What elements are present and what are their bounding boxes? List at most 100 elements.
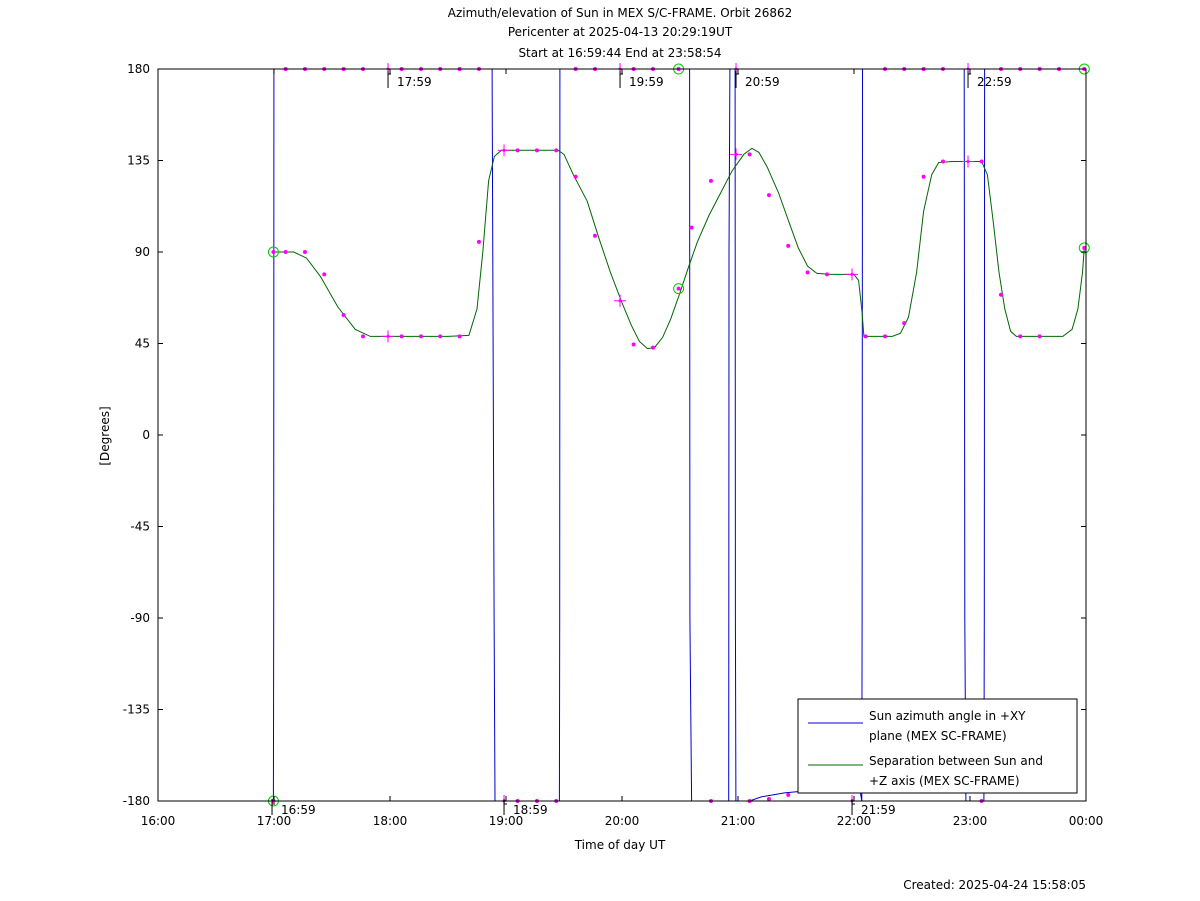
separation-point-marker xyxy=(399,334,404,339)
legend-label-azimuth-line-1: Sun azimuth angle in +XY xyxy=(869,709,1026,723)
y-tick-label: 90 xyxy=(135,245,150,259)
legend-box xyxy=(797,698,1078,794)
x-tick-label: 22:00 xyxy=(837,814,872,828)
separation-point-marker xyxy=(902,321,907,326)
title-line-3: Start at 16:59:44 End at 23:58:54 xyxy=(518,46,721,60)
marker-layer xyxy=(267,63,1090,807)
separation-point-marker xyxy=(360,334,365,339)
separation-point-marker xyxy=(998,292,1003,297)
legend: Sun azimuth angle in +XY plane (MEX SC-F… xyxy=(797,698,1078,794)
y-tick-label: 180 xyxy=(127,62,150,76)
separation-hour-cross-marker xyxy=(730,148,743,161)
separation-point-marker xyxy=(322,272,327,277)
separation-point-marker xyxy=(747,152,752,157)
hour-annotation: 16:59 xyxy=(271,799,316,817)
separation-point-marker xyxy=(418,334,423,339)
cross-center xyxy=(850,272,854,276)
separation-point-marker xyxy=(534,148,539,153)
legend-label-separation-line-1: Separation between Sun and xyxy=(869,754,1043,768)
hour-annotation-label: 18:59 xyxy=(513,803,548,817)
separation-point-marker xyxy=(863,334,868,339)
separation-hour-cross-marker xyxy=(614,294,627,307)
separation-point-marker xyxy=(1037,334,1042,339)
hour-annotation-label: 16:59 xyxy=(281,803,316,817)
circle-ring xyxy=(267,246,279,258)
y-axis: 180 135 90 45 0 -45 -90 -135 -180 xyxy=(123,62,1086,808)
y-tick-label: -135 xyxy=(123,703,150,717)
separation-circle-marker xyxy=(267,246,279,258)
y-tick-label: 135 xyxy=(127,154,150,168)
title-line-1: Azimuth/elevation of Sun in MEX S/C-FRAM… xyxy=(448,6,793,20)
hour-annotation: 20:59 xyxy=(735,71,780,89)
circle-ring xyxy=(673,283,685,295)
separation-circle-marker xyxy=(673,283,685,295)
separation-circle-marker xyxy=(1078,242,1090,254)
x-tick-label: 20:00 xyxy=(605,814,640,828)
hour-annotations: 16:59 17:59 18:59 19:59 20:59 21:59 22:59 xyxy=(271,71,1012,817)
separation-hour-cross-marker xyxy=(962,155,975,168)
plot-frame xyxy=(157,68,1087,802)
separation-point-marker xyxy=(515,148,520,153)
separation-point-marker xyxy=(708,178,713,183)
azimuth-point-marker xyxy=(766,796,771,801)
separation-series-line xyxy=(273,147,1085,350)
y-tick-label: -90 xyxy=(130,611,150,625)
legend-label-azimuth-line-2: plane (MEX SC-FRAME) xyxy=(869,729,1007,743)
x-tick-label: 18:00 xyxy=(373,814,408,828)
hour-annotation-label: 19:59 xyxy=(629,75,664,89)
cross-center xyxy=(618,299,622,303)
cross-center xyxy=(966,160,970,164)
circle-center xyxy=(676,286,681,291)
hour-annotation: 19:59 xyxy=(619,71,664,89)
separation-point-marker xyxy=(882,334,887,339)
y-axis-label: [Degrees] xyxy=(98,406,112,465)
created-timestamp: Created: 2025-04-24 15:58:05 xyxy=(903,878,1086,892)
hour-annotation-label: 20:59 xyxy=(745,75,780,89)
circle-center xyxy=(1082,245,1087,250)
x-tick-label: 19:00 xyxy=(489,814,524,828)
separation-point-marker xyxy=(457,334,462,339)
azimuth-series-line xyxy=(272,68,1085,802)
separation-hour-cross-marker xyxy=(498,144,511,157)
x-tick-label: 21:00 xyxy=(721,814,756,828)
cross-center xyxy=(502,148,506,152)
separation-point-marker xyxy=(302,250,307,254)
separation-point-marker xyxy=(805,270,810,275)
cross-center xyxy=(734,152,738,156)
y-tick-label: 0 xyxy=(142,428,150,442)
separation-point-marker xyxy=(824,272,829,277)
x-tick-label: 00:00 xyxy=(1069,814,1104,828)
separation-point-marker xyxy=(438,334,443,339)
hour-annotation: 21:59 xyxy=(851,799,896,817)
separation-point-marker xyxy=(650,345,655,350)
hour-annotation: 22:59 xyxy=(967,71,1012,89)
azimuth-point-marker xyxy=(786,792,791,797)
separation-point-marker xyxy=(554,148,559,153)
separation-point-marker xyxy=(631,342,636,347)
y-tick-label: 45 xyxy=(135,337,150,351)
title-line-2: Pericenter at 2025-04-13 20:29:19UT xyxy=(508,25,733,39)
separation-point-marker xyxy=(940,159,945,164)
hour-annotation-label: 22:59 xyxy=(977,75,1012,89)
separation-point-marker xyxy=(573,174,578,179)
separation-hour-cross-marker xyxy=(846,268,859,281)
series-layer xyxy=(272,68,1085,802)
x-tick-label: 16:00 xyxy=(141,814,176,828)
x-axis: 16:00 17:00 18:00 19:00 20:00 21:00 22:00 23:00… xyxy=(141,69,1104,828)
x-tick-label: 23:00 xyxy=(953,814,988,828)
separation-point-marker xyxy=(1018,334,1023,339)
cross-center xyxy=(386,334,390,338)
separation-point-marker xyxy=(592,233,597,238)
separation-point-marker xyxy=(283,250,288,254)
separation-point-marker xyxy=(476,239,481,244)
x-tick-label: 17:00 xyxy=(257,814,292,828)
x-axis-label: Time of day UT xyxy=(574,838,666,852)
separation-point-marker xyxy=(786,243,791,248)
hour-annotation-label: 21:59 xyxy=(861,803,896,817)
separation-point-marker xyxy=(689,225,694,230)
hour-annotation: 18:59 xyxy=(503,799,548,817)
chart-title: Azimuth/elevation of Sun in MEX S/C-FRAM… xyxy=(448,6,793,60)
hour-annotation: 17:59 xyxy=(387,71,432,89)
circle-center xyxy=(271,250,276,254)
